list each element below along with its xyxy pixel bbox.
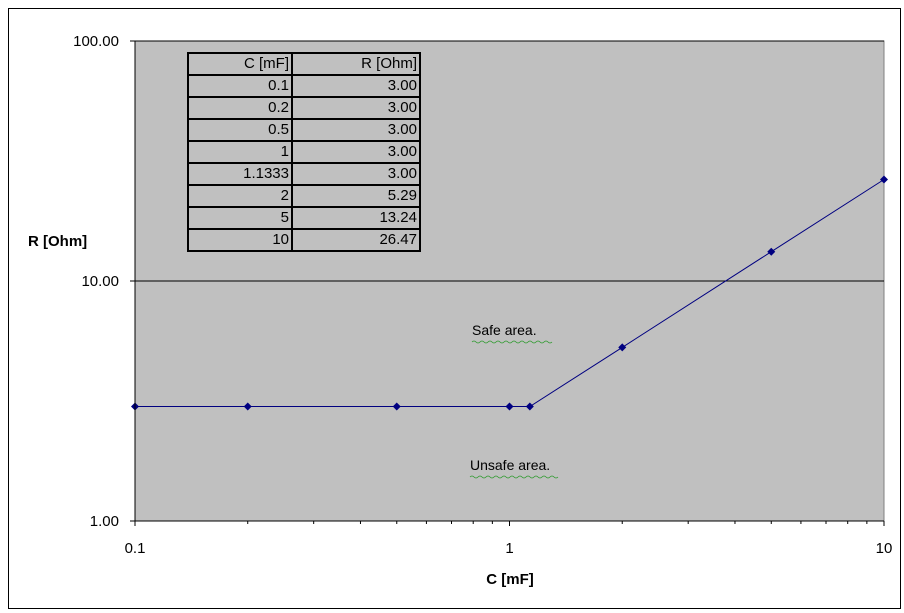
data-point-marker xyxy=(392,402,401,411)
data-point-marker xyxy=(767,247,776,256)
table-cell-r: 5.29 xyxy=(291,184,421,208)
table-header-c: C [mF] xyxy=(187,52,293,76)
data-point-marker xyxy=(618,343,627,352)
table-row: 1 3.00 xyxy=(187,140,421,164)
table-header-row: C [mF] R [Ohm] xyxy=(187,52,421,76)
table-cell-r: 3.00 xyxy=(291,118,421,142)
y-tick-label: 100.00 xyxy=(73,33,119,50)
x-tick-label: 0.1 xyxy=(125,540,146,557)
table-cell-c: 1.1333 xyxy=(187,162,293,186)
safe-area-label: Safe area. xyxy=(472,322,537,338)
table-cell-c: 5 xyxy=(187,206,293,230)
table-row: 0.2 3.00 xyxy=(187,96,421,120)
table-cell-r: 13.24 xyxy=(291,206,421,230)
table-cell-c: 0.2 xyxy=(187,96,293,120)
table-cell-c: 0.1 xyxy=(187,74,293,98)
y-tick-label: 10.00 xyxy=(81,273,119,290)
table-cell-r: 3.00 xyxy=(291,96,421,120)
table-cell-r: 3.00 xyxy=(291,140,421,164)
table-cell-r: 3.00 xyxy=(291,162,421,186)
table-cell-r: 3.00 xyxy=(291,74,421,98)
unsafe-area-underline xyxy=(469,475,559,479)
data-table: C [mF] R [Ohm] 0.1 3.00 0.2 3.00 0.5 3.00 1… xyxy=(187,52,421,252)
data-point-marker xyxy=(525,402,534,411)
safe-area-underline xyxy=(471,340,553,344)
table-header-r: R [Ohm] xyxy=(291,52,421,76)
table-cell-c: 1 xyxy=(187,140,293,164)
y-tick-label: 1.00 xyxy=(90,513,119,530)
table-cell-c: 2 xyxy=(187,184,293,208)
series-layer xyxy=(131,175,888,411)
table-row: 10 26.47 xyxy=(187,228,421,252)
table-cell-c: 10 xyxy=(187,228,293,252)
data-point-marker xyxy=(243,402,252,411)
series-line xyxy=(135,179,885,407)
unsafe-area-label: Unsafe area. xyxy=(470,457,550,473)
data-point-marker xyxy=(880,175,888,184)
table-cell-r: 26.47 xyxy=(291,228,421,252)
table-row: 5 13.24 xyxy=(187,206,421,230)
table-row: 0.1 3.00 xyxy=(187,74,421,98)
table-cell-c: 0.5 xyxy=(187,118,293,142)
y-axis-title: R [Ohm] xyxy=(28,233,87,250)
x-axis-title: C [mF] xyxy=(486,571,534,588)
table-row: 0.5 3.00 xyxy=(187,118,421,142)
x-tick-label: 1 xyxy=(505,540,513,557)
data-point-marker xyxy=(505,402,514,411)
tick-layer: 1.00 10.00 100.00 0.1 1 10 xyxy=(73,33,892,557)
table-row: 1.1333 3.00 xyxy=(187,162,421,186)
table-row: 2 5.29 xyxy=(187,184,421,208)
x-tick-label: 10 xyxy=(876,540,893,557)
